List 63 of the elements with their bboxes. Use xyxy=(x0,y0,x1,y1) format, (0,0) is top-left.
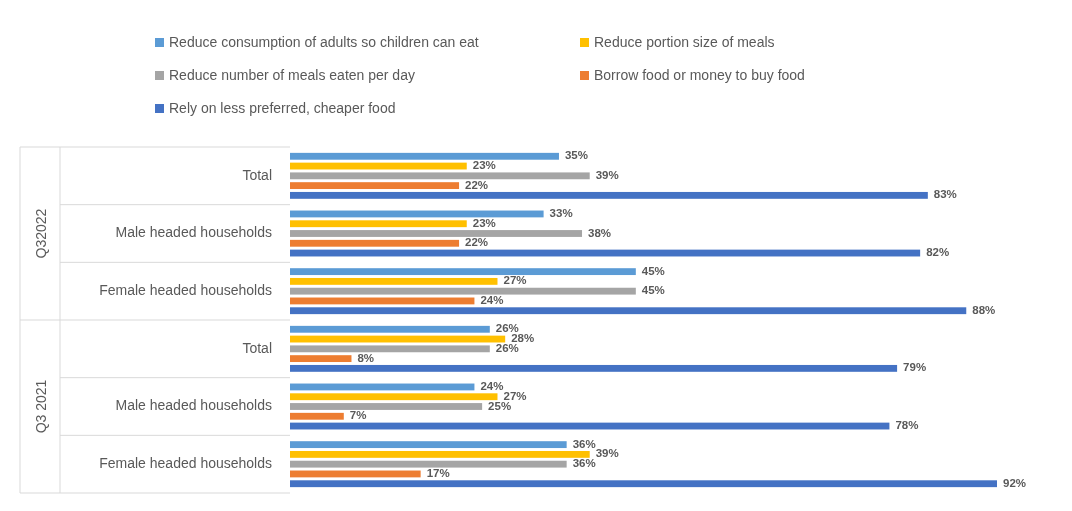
data-label: 7% xyxy=(349,409,367,422)
data-label: 23% xyxy=(472,216,496,229)
data-label: 25% xyxy=(488,399,512,412)
data-label: 22% xyxy=(465,178,489,191)
bar xyxy=(290,364,898,372)
data-label: 22% xyxy=(465,236,489,249)
data-label: 33% xyxy=(549,206,573,219)
data-label: 39% xyxy=(595,168,619,181)
text: Q32022 xyxy=(32,208,49,259)
y-tick-label: Female headed households xyxy=(99,454,272,471)
bar xyxy=(290,307,967,315)
data-label: 36% xyxy=(572,457,596,470)
data-label: 24% xyxy=(480,379,504,392)
legend-label: Reduce consumption of adults so children can eat xyxy=(169,34,479,50)
data-label: 24% xyxy=(480,293,504,306)
bar xyxy=(290,268,636,276)
data-label: 17% xyxy=(426,466,450,479)
data-label: 79% xyxy=(903,361,927,374)
data-label: 45% xyxy=(641,264,665,277)
legend-label: Rely on less preferred, cheaper food xyxy=(169,100,396,116)
y-tick-label: Total xyxy=(242,339,272,356)
text: Q3 2021 xyxy=(32,379,49,434)
data-label: 92% xyxy=(1003,476,1027,489)
bar xyxy=(290,460,567,468)
bar xyxy=(290,239,460,247)
bar xyxy=(290,325,490,333)
bar xyxy=(290,287,636,295)
data-label: 38% xyxy=(588,226,612,239)
data-label: 26% xyxy=(495,322,519,335)
data-label: 82% xyxy=(926,246,950,259)
y-tick-label: Female headed households xyxy=(99,281,272,298)
bar xyxy=(290,220,467,228)
bar xyxy=(290,230,583,237)
legend-label: Borrow food or money to buy food xyxy=(594,67,805,83)
bar xyxy=(290,172,590,180)
data-label: 78% xyxy=(895,419,919,432)
legend-label: Reduce number of meals eaten per day xyxy=(169,67,415,83)
bar xyxy=(290,450,590,458)
legend-label: Reduce portion size of meals xyxy=(594,34,775,50)
data-label: 35% xyxy=(564,149,588,162)
bar xyxy=(290,345,490,353)
bar xyxy=(290,277,498,285)
bar xyxy=(290,355,352,363)
data-label: 36% xyxy=(572,437,596,450)
bar xyxy=(290,403,483,410)
data-label: 83% xyxy=(933,188,957,201)
y-tick-label: Total xyxy=(242,166,272,183)
bar xyxy=(290,182,460,190)
bar xyxy=(290,441,567,449)
y-tick-label: Male headed households xyxy=(115,397,272,414)
data-label: 8% xyxy=(357,351,375,364)
y-tick-label: Male headed households xyxy=(115,224,272,241)
data-label: 27% xyxy=(503,389,527,402)
data-label: 45% xyxy=(641,284,665,297)
bar xyxy=(290,152,559,160)
bar xyxy=(290,393,498,401)
data-label: 39% xyxy=(595,447,619,460)
bar xyxy=(290,480,997,488)
bar xyxy=(290,412,344,420)
data-label: 27% xyxy=(503,274,527,287)
data-label: 23% xyxy=(472,159,496,172)
bar xyxy=(290,191,928,199)
data-label: 88% xyxy=(972,303,996,316)
